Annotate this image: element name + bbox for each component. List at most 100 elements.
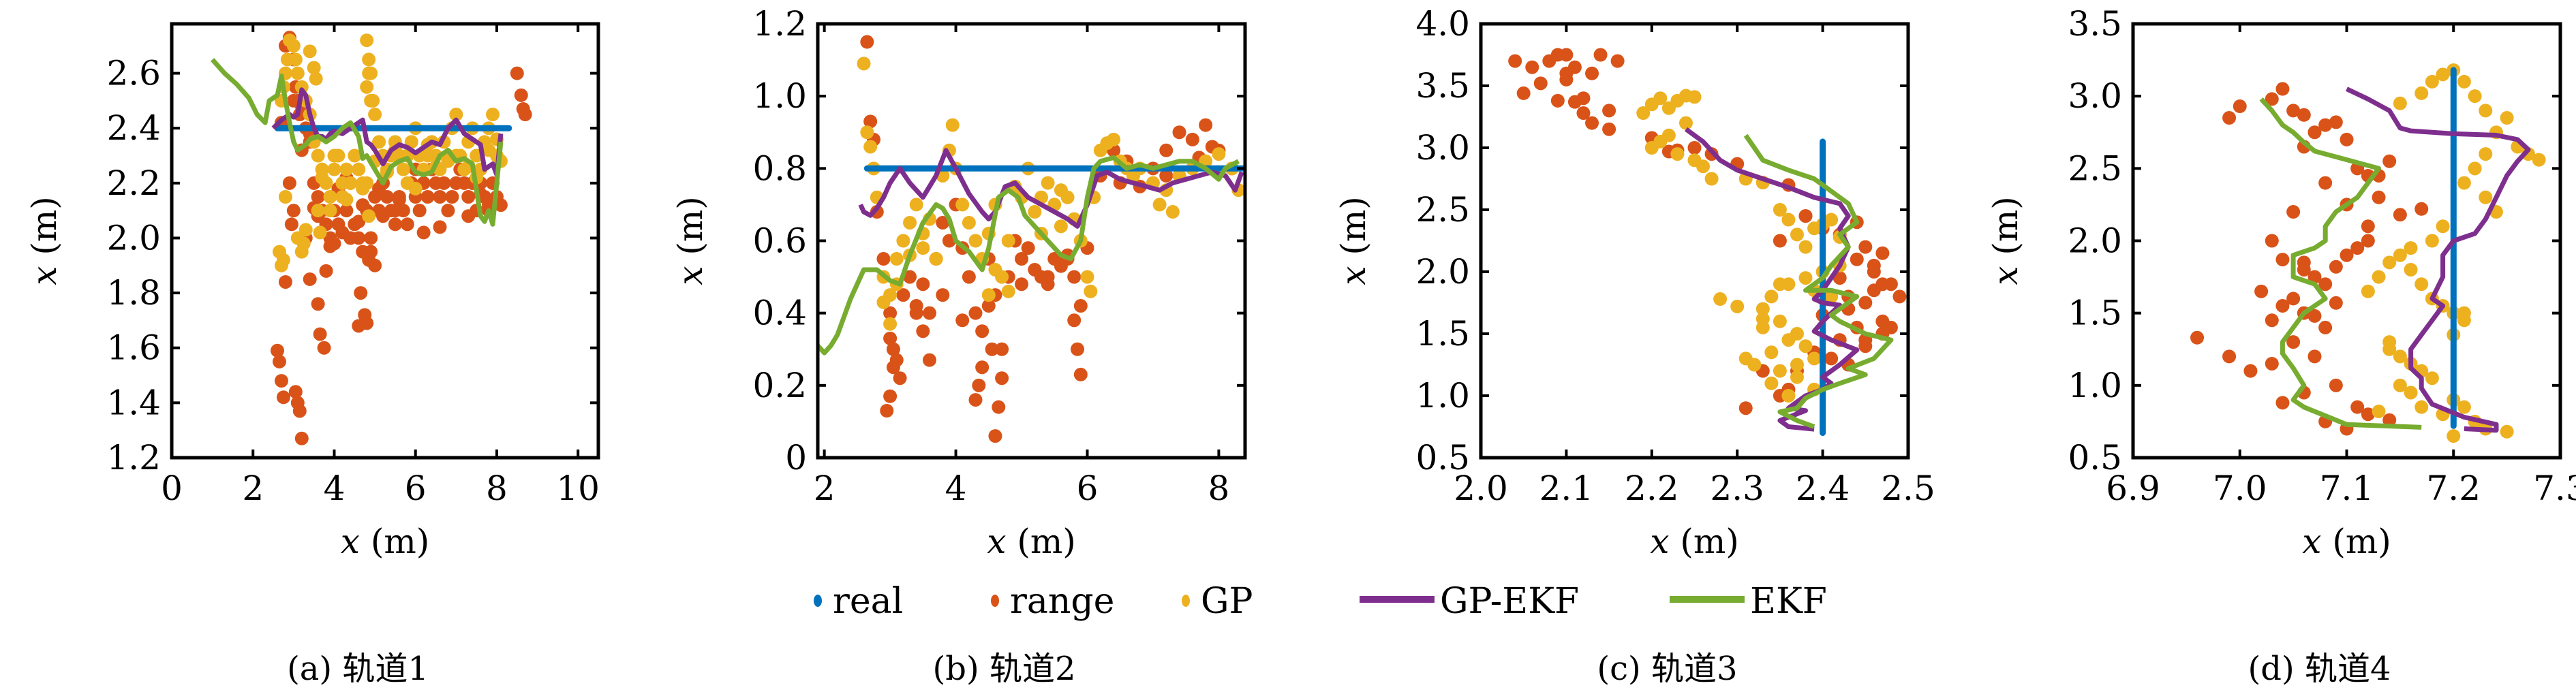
- y-tick-label: 0.2: [752, 366, 807, 405]
- gp-point: [2393, 248, 2407, 262]
- x-tick-label: 2: [242, 469, 264, 508]
- range-point: [2265, 92, 2279, 106]
- y-axis-label: x (m): [25, 196, 64, 285]
- range-point: [311, 297, 325, 311]
- gp-point: [360, 80, 374, 94]
- range-point: [1593, 48, 1608, 62]
- range-point: [936, 288, 950, 302]
- gp-point: [909, 198, 923, 212]
- gp-point: [1636, 106, 1651, 121]
- range-point: [2329, 378, 2343, 392]
- range-point: [886, 360, 900, 375]
- x-tick-label: 2.0: [1454, 469, 1508, 508]
- plot-area: [1508, 48, 1907, 437]
- gp-point: [1107, 132, 1121, 146]
- range-point: [916, 324, 930, 339]
- subplot-caption: (d) 轨道4: [2248, 650, 2391, 688]
- range-point: [2318, 277, 2333, 292]
- series-range: [271, 31, 532, 445]
- range-point: [1067, 313, 1082, 328]
- legend-label: range: [1010, 581, 1114, 622]
- range-point: [1533, 76, 1548, 91]
- y-tick-label: 1.5: [1415, 314, 1470, 353]
- y-tick-label: 1.6: [106, 328, 161, 368]
- x-tick-label: 2.1: [1539, 469, 1594, 508]
- x-tick-label: 6: [1077, 469, 1099, 508]
- range-point: [883, 389, 898, 403]
- range-point: [968, 393, 983, 407]
- range-point: [988, 429, 1002, 443]
- x-tick-label: 10: [556, 469, 600, 508]
- gp-point: [1212, 147, 1226, 161]
- range-point: [493, 198, 508, 213]
- gp-point: [352, 162, 366, 176]
- gp-point: [945, 118, 960, 132]
- range-point: [461, 209, 476, 223]
- gp-point: [1781, 389, 1796, 403]
- range-point: [1041, 270, 1055, 284]
- range-point: [412, 204, 427, 218]
- range-point: [1172, 125, 1186, 140]
- range-point: [1567, 60, 1582, 74]
- range-point: [922, 353, 936, 367]
- range-point: [2329, 260, 2343, 274]
- gp-point: [360, 33, 374, 48]
- gp-point: [1080, 270, 1094, 284]
- range-point: [278, 274, 292, 289]
- x-axis-unit: (m): [1006, 522, 1075, 561]
- axes-frame: [1479, 22, 1910, 460]
- range-point: [992, 400, 1006, 414]
- y-axis-unit: (m): [1986, 196, 2025, 266]
- range-point: [437, 176, 451, 190]
- gp-point: [1687, 90, 1702, 104]
- y-axis-label: x (m): [1986, 196, 2025, 285]
- legend-marker: [1182, 595, 1190, 607]
- y-axis-unit: (m): [671, 196, 710, 266]
- range-point: [1185, 132, 1199, 146]
- range-point: [1585, 66, 1599, 80]
- range-point: [2265, 234, 2279, 248]
- range-point: [433, 189, 447, 204]
- subplot-caption: (a) 轨道1: [287, 650, 429, 688]
- axes-frame: [170, 22, 600, 460]
- gp-point: [2393, 378, 2407, 392]
- gp-point: [2382, 255, 2397, 270]
- series-gp: [1636, 89, 1847, 403]
- range-point: [1508, 54, 1522, 68]
- gp-point: [311, 204, 325, 218]
- range-point: [883, 331, 898, 345]
- range-point: [975, 324, 990, 339]
- y-axis-var: x: [25, 266, 64, 285]
- range-point: [975, 360, 990, 375]
- gp-point: [288, 52, 303, 67]
- gp-point: [2393, 349, 2407, 364]
- gp-point: [2425, 74, 2439, 89]
- gp-point: [368, 108, 382, 122]
- range-point: [1071, 342, 1085, 356]
- gp-point: [2425, 234, 2439, 248]
- gp-point: [309, 72, 323, 86]
- gp-point: [307, 61, 321, 75]
- x-axis-var: x: [1650, 522, 1669, 561]
- range-point: [2307, 309, 2322, 323]
- legend-item-gp-ekf: GP-EKF: [1360, 581, 1579, 622]
- range-point: [968, 306, 983, 320]
- gp-point: [315, 170, 329, 185]
- gp-point: [362, 209, 376, 223]
- series-range: [860, 35, 1239, 443]
- range-point: [860, 35, 874, 49]
- range-point: [1773, 234, 1787, 248]
- y-tick-label: 4.0: [1415, 4, 1470, 44]
- range-point: [1867, 265, 1881, 279]
- x-tick-label: 7.1: [2320, 469, 2374, 508]
- range-point: [518, 108, 532, 122]
- range-point: [1576, 91, 1591, 106]
- range-point: [364, 245, 378, 259]
- gp-point: [1713, 292, 1728, 306]
- range-point: [400, 217, 414, 232]
- gp-point: [1798, 271, 1813, 285]
- legend-item-gp: GP: [1182, 581, 1253, 622]
- range-point: [1576, 106, 1591, 121]
- gp-point: [2457, 306, 2471, 320]
- x-axis-var: x: [2302, 522, 2321, 561]
